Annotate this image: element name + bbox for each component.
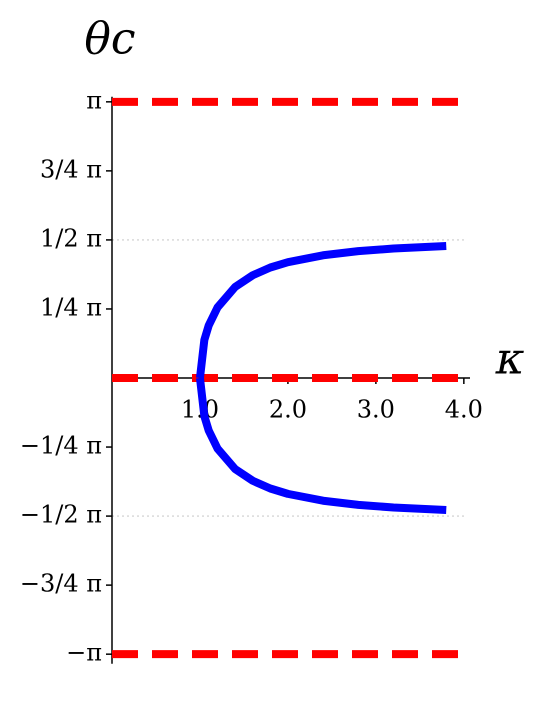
y-axis-label: θc [84,14,135,65]
y-tick-label: −3/4 π [20,570,102,598]
curve [195,377,447,514]
x-axis-label: κ [495,334,525,385]
curve [195,242,447,379]
y-tick-label: 3/4 π [40,155,102,183]
y-tick-label: −1/2 π [20,501,102,529]
y-tick-label: π [86,86,102,114]
y-tick-label: −1/4 π [20,432,102,460]
x-tick-label: 2.0 [269,396,307,424]
x-tick-label: 3.0 [357,396,395,424]
y-tick-label: 1/2 π [40,224,102,252]
x-tick-label: 4.0 [445,396,483,424]
y-tick-label: −π [66,639,102,667]
y-tick-label: 1/4 π [40,293,102,321]
